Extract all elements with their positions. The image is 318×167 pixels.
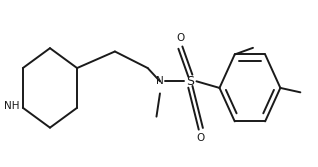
Text: N: N: [156, 76, 164, 86]
Text: S: S: [186, 75, 194, 88]
Text: NH: NH: [4, 101, 19, 111]
Text: O: O: [197, 133, 205, 143]
Text: O: O: [176, 33, 184, 43]
